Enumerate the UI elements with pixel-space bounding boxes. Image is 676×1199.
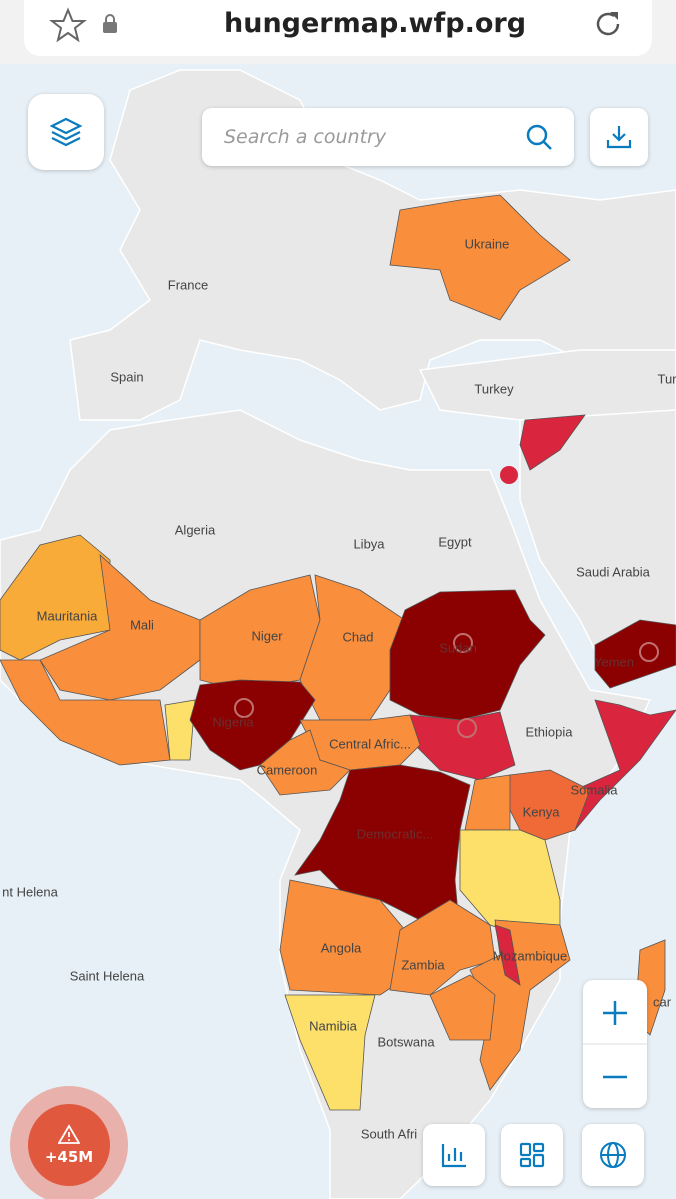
country-label: nt Helena bbox=[2, 884, 58, 899]
alert-count: +45M bbox=[44, 1148, 94, 1166]
alert-button[interactable]: +45M bbox=[28, 1104, 110, 1186]
country-label: Turkey bbox=[474, 381, 514, 396]
namibia bbox=[284, 994, 376, 1111]
search-box[interactable]: Search a country bbox=[202, 108, 574, 166]
cameroon bbox=[259, 729, 351, 796]
markers bbox=[234, 633, 659, 738]
west-africa bbox=[0, 659, 171, 766]
alert-icon bbox=[58, 1124, 80, 1144]
lebanon-marker bbox=[500, 466, 518, 484]
dashboard-button[interactable] bbox=[501, 1124, 563, 1186]
country-label: Chad bbox=[342, 629, 373, 644]
marker bbox=[453, 633, 473, 653]
country-label: Zambia bbox=[401, 957, 445, 972]
country-label: Sudan bbox=[439, 640, 477, 655]
land-turkey bbox=[418, 349, 676, 421]
marker bbox=[234, 698, 254, 718]
country-label: Angola bbox=[321, 940, 362, 955]
country-label: Botswana bbox=[377, 1034, 435, 1049]
country-label: Somalia bbox=[571, 782, 619, 797]
country-label: Saint Helena bbox=[70, 968, 145, 983]
chart-button[interactable] bbox=[423, 1124, 485, 1186]
country-label: Tur bbox=[657, 371, 676, 386]
benin-togo bbox=[164, 699, 196, 761]
layers-button[interactable] bbox=[28, 94, 104, 170]
lock-icon bbox=[103, 14, 117, 33]
search-placeholder: Search a country bbox=[224, 126, 387, 148]
download-button[interactable] bbox=[590, 108, 648, 166]
ukraine bbox=[389, 194, 571, 321]
country-label: Central Afric... bbox=[329, 736, 411, 751]
country-label: Egypt bbox=[438, 534, 472, 549]
country-label: Spain bbox=[110, 369, 143, 384]
zambia bbox=[389, 899, 496, 996]
country-label: Ethiopia bbox=[526, 724, 574, 739]
download-icon bbox=[606, 126, 632, 149]
dashboard-icon bbox=[519, 1142, 545, 1168]
country-labels: France Spain Ukraine Turkey Tur Algeria … bbox=[2, 236, 676, 1141]
star-icon[interactable] bbox=[48, 6, 88, 46]
country-label: Ukraine bbox=[465, 236, 510, 251]
country-label: Mali bbox=[130, 617, 154, 632]
country-label: Saudi Arabia bbox=[576, 564, 650, 579]
country-label: car bbox=[653, 994, 672, 1009]
browser-bar: hungermap.wfp.org bbox=[0, 0, 676, 64]
country-label: France bbox=[168, 277, 208, 292]
malawi bbox=[494, 924, 521, 986]
yemen bbox=[594, 619, 676, 689]
country-label: Yemen bbox=[594, 654, 634, 669]
country-label: South Afri bbox=[361, 1126, 417, 1141]
address-bar[interactable]: hungermap.wfp.org bbox=[24, 0, 652, 56]
marker bbox=[457, 718, 477, 738]
globe-button[interactable] bbox=[582, 1124, 644, 1186]
zimbabwe bbox=[429, 974, 496, 1041]
syria bbox=[519, 414, 586, 471]
globe-icon bbox=[600, 1142, 626, 1168]
search-icon bbox=[526, 124, 552, 150]
country-label: Algeria bbox=[175, 522, 216, 537]
mozambique bbox=[469, 919, 571, 1091]
sudan bbox=[389, 589, 546, 721]
mali bbox=[39, 553, 201, 701]
country-label: Cameroon bbox=[257, 762, 318, 777]
country-label: Democratic... bbox=[357, 826, 434, 841]
marker bbox=[639, 642, 659, 662]
country-label: Nigeria bbox=[212, 714, 254, 729]
chart-icon bbox=[441, 1144, 466, 1168]
zoom-icons bbox=[583, 1001, 647, 1079]
country-label: Kenya bbox=[523, 804, 561, 819]
country-label: Libya bbox=[353, 536, 385, 551]
country-label: Niger bbox=[251, 628, 283, 643]
layers-icon bbox=[49, 117, 83, 147]
somalia bbox=[574, 699, 676, 832]
reload-icon[interactable] bbox=[588, 4, 628, 44]
country-label: Mozambique bbox=[493, 948, 567, 963]
zoom-control bbox=[583, 980, 647, 1108]
url: hungermap.wfp.org bbox=[224, 8, 527, 39]
country-label: Mauritania bbox=[37, 608, 98, 623]
country-label: Namibia bbox=[309, 1018, 357, 1033]
